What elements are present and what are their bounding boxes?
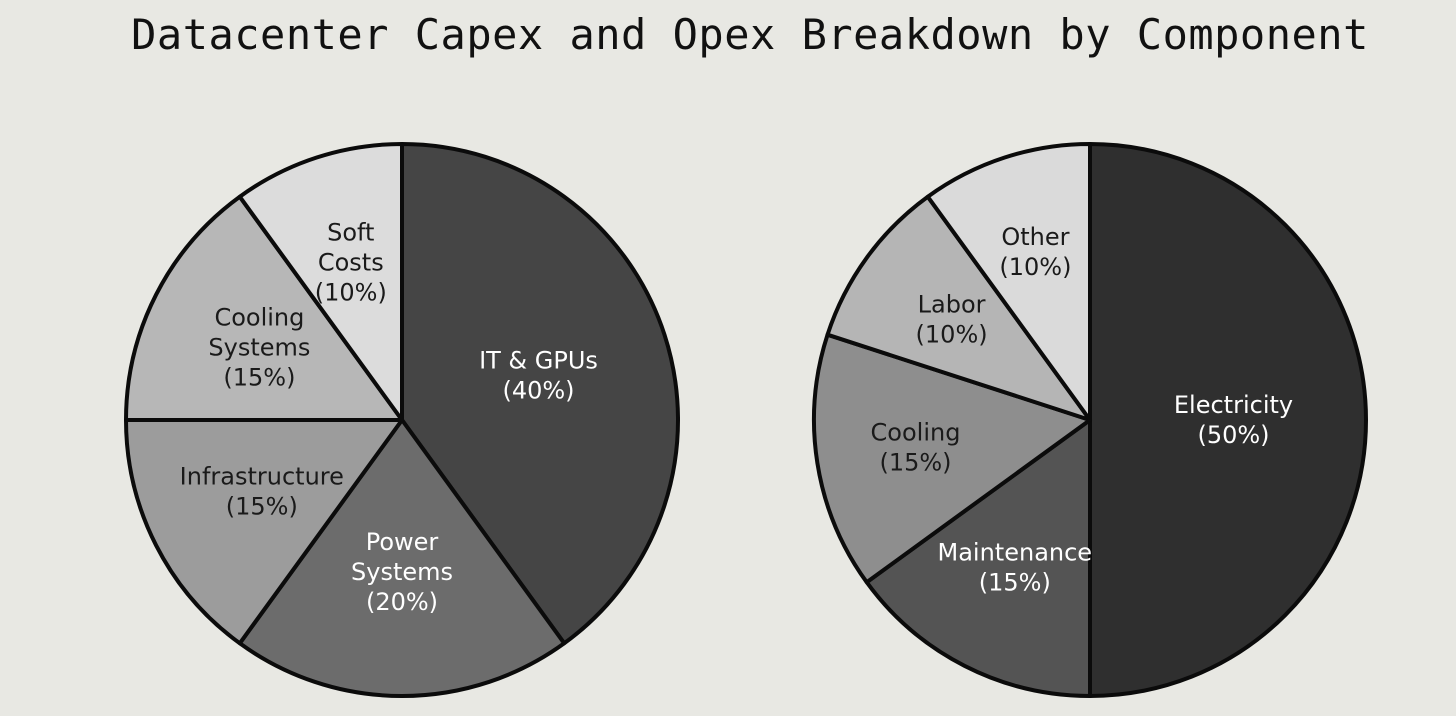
opex-value-labor: (10%) bbox=[916, 320, 988, 348]
capex-name-power-systems: Systems bbox=[351, 558, 453, 586]
opex-slice-maintenance bbox=[864, 418, 1092, 698]
opex-label-maintenance: Maintenance (15%) bbox=[938, 539, 1093, 597]
opex-value-maintenance: (15%) bbox=[979, 569, 1051, 597]
capex-name-soft-costs: Costs bbox=[318, 249, 384, 277]
opex-label-other: Other (10%) bbox=[999, 223, 1071, 281]
capex-label-it-and-gpus: IT & GPUs (40%) bbox=[479, 347, 598, 405]
capex-label-cooling-systems: Cooling Systems (15%) bbox=[208, 303, 310, 391]
capex-label-power-systems: Power Systems (20%) bbox=[351, 528, 453, 616]
capex-value-soft-costs: (10%) bbox=[315, 279, 387, 307]
opex-label-cooling: Cooling (15%) bbox=[871, 419, 961, 477]
opex-name-cooling: Cooling bbox=[871, 419, 961, 447]
capex-name-power-systems: Power bbox=[366, 528, 439, 556]
opex-label-electricity: Electricity (50%) bbox=[1174, 391, 1293, 449]
capex-name-soft-costs: Soft bbox=[327, 219, 374, 247]
capex-name-cooling-systems: Systems bbox=[208, 333, 310, 361]
capex-name-cooling-systems: Cooling bbox=[214, 303, 304, 331]
opex-slice-other bbox=[925, 142, 1092, 422]
capex-label-infrastructure: Infrastructure (15%) bbox=[180, 462, 344, 520]
opex-name-labor: Labor bbox=[918, 290, 986, 318]
opex-value-electricity: (50%) bbox=[1197, 421, 1269, 449]
capex-pie: IT & GPUs (40%)Power Systems (20%)Infrastru… bbox=[124, 142, 680, 699]
opex-slice-electricity bbox=[1088, 142, 1368, 698]
capex-value-power-systems: (20%) bbox=[366, 588, 438, 616]
opex-name-electricity: Electricity bbox=[1174, 391, 1293, 419]
opex-name-maintenance: Maintenance bbox=[938, 539, 1093, 567]
capex-name-infrastructure: Infrastructure bbox=[180, 462, 344, 490]
opex-pie: Electricity (50%)Maintenance (15%)Cooling(… bbox=[812, 142, 1368, 698]
capex-slice-it-and-gpus bbox=[400, 142, 680, 646]
capex-value-it-and-gpus: (40%) bbox=[502, 377, 574, 405]
capex-slice-cooling-systems bbox=[124, 194, 404, 422]
opex-label-labor: Labor (10%) bbox=[916, 290, 988, 348]
chart-title: Datacenter Capex and Opex Breakdown by C… bbox=[131, 10, 1369, 59]
opex-slice-labor bbox=[825, 194, 1092, 422]
capex-name-it-and-gpus: IT & GPUs bbox=[479, 347, 598, 375]
opex-value-other: (10%) bbox=[999, 253, 1071, 281]
opex-name-other: Other bbox=[1001, 223, 1069, 251]
capex-value-cooling-systems: (15%) bbox=[223, 363, 295, 391]
capex-slice-soft-costs bbox=[237, 142, 404, 422]
capex-slice-power-systems bbox=[237, 418, 567, 699]
capex-slice-infrastructure bbox=[124, 418, 404, 646]
opex-slice-cooling bbox=[812, 332, 1092, 585]
opex-value-cooling: (15%) bbox=[879, 449, 951, 477]
capex-value-infrastructure: (15%) bbox=[226, 492, 298, 520]
capex-label-soft-costs: Soft Costs (10%) bbox=[315, 219, 387, 307]
